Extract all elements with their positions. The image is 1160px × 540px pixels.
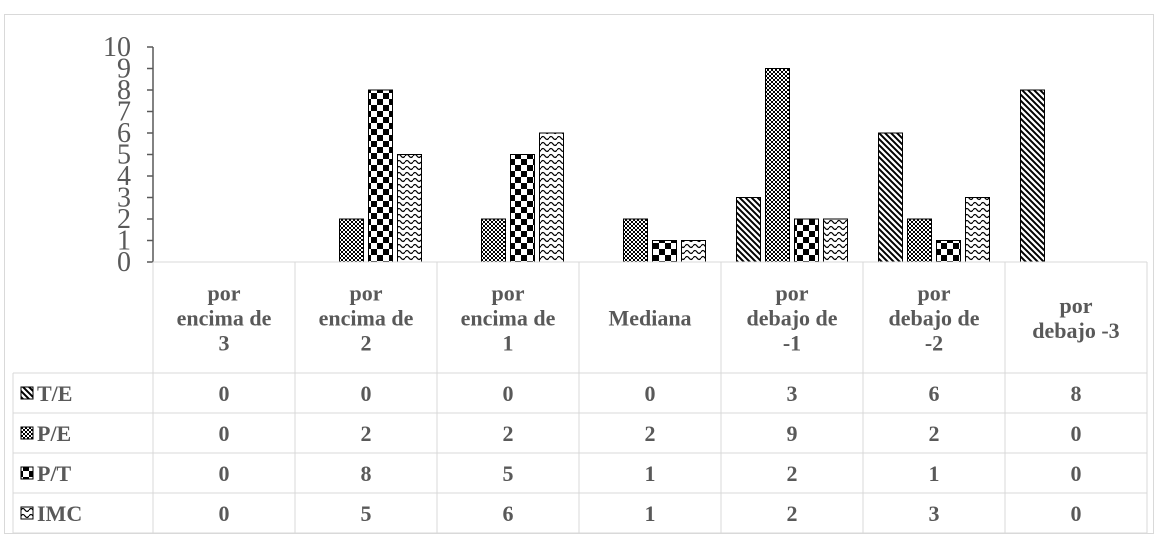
y-tick-label: 10 [103, 32, 131, 63]
bar-layer [339, 68, 1045, 263]
y-tick-label: 2 [117, 204, 131, 235]
legend-key-imc [20, 506, 34, 520]
category-label: por encima de 1 [461, 281, 556, 356]
table-cell-value: 0 [1071, 461, 1082, 486]
y-tick-label: 1 [117, 226, 131, 257]
table-cell-value: 3 [787, 381, 798, 406]
bar-p-e [481, 218, 506, 263]
bar-t-e [736, 197, 761, 263]
series-label: P/T [37, 461, 72, 486]
series-label: IMC [37, 501, 82, 526]
bar-p-t [794, 218, 819, 263]
table-cell-value: 0 [503, 381, 514, 406]
y-tick-label: 0 [117, 247, 131, 278]
category-label: por debajo -3 [1032, 293, 1119, 343]
bar-p-e [339, 218, 364, 263]
y-tick-label: 3 [117, 183, 131, 214]
legend-key-p-e [20, 426, 34, 440]
table-cell-value: 2 [787, 501, 798, 526]
table-cell-value: 1 [645, 461, 656, 486]
bar-p-t [652, 240, 677, 263]
bar-p-t [936, 240, 961, 263]
table-cell-value: 2 [503, 421, 514, 446]
data-table: por encima de 3 por encima de 2 por encima de 1 M… [12, 261, 1148, 533]
bar-p-t [510, 154, 535, 263]
y-tick-label: 6 [117, 118, 131, 149]
table-cell-value: 1 [929, 461, 940, 486]
table-cell-value: 0 [219, 461, 230, 486]
table-cell-value: 5 [503, 461, 514, 486]
table-cell-value: 0 [219, 421, 230, 446]
category-label: por encima de 3 [177, 281, 272, 356]
table-cell-value: 3 [929, 501, 940, 526]
table-cell-value: 0 [1071, 421, 1082, 446]
category-label: por debajo de -1 [746, 281, 837, 356]
bar-t-e [1020, 89, 1045, 263]
table-cell-value: 2 [787, 461, 798, 486]
y-tick-label: 4 [117, 161, 131, 192]
chart-frame: 0 1 2 3 4 5 6 7 8 9 10 por encima de 3 por encima de 2 p… [4, 14, 1154, 534]
category-label: por debajo de -2 [888, 281, 979, 356]
bar-imc [397, 154, 422, 263]
bar-p-e [907, 218, 932, 263]
table-cell-value: 2 [929, 421, 940, 446]
y-tick-label: 8 [117, 75, 131, 106]
table-cell-value: 6 [503, 501, 514, 526]
series-label: T/E [37, 381, 72, 406]
category-label: por encima de 2 [319, 281, 414, 356]
legend-key-t-e [20, 386, 34, 400]
bar-imc [681, 240, 706, 263]
table-cell-value: 9 [787, 421, 798, 446]
table-cell-value: 0 [645, 381, 656, 406]
table-cell-value: 0 [1071, 501, 1082, 526]
y-tick-label: 7 [117, 97, 131, 128]
table-cell-value: 0 [219, 501, 230, 526]
y-tick-label: 5 [117, 140, 131, 171]
bar-p-e [623, 218, 648, 263]
table-cell-value: 0 [219, 381, 230, 406]
series-label: P/E [37, 421, 71, 446]
table-cell-value: 5 [361, 501, 372, 526]
legend-key-p-t [20, 466, 34, 480]
table-cell-value: 2 [645, 421, 656, 446]
table-cell-value: 8 [361, 461, 372, 486]
category-label: Mediana [608, 306, 691, 331]
table-cell-value: 8 [1071, 381, 1082, 406]
bar-p-e [765, 68, 790, 263]
bar-imc [539, 132, 564, 263]
table-cell-value: 0 [361, 381, 372, 406]
bar-p-t [368, 89, 393, 263]
bar-imc [823, 218, 848, 263]
table-cell-value: 1 [645, 501, 656, 526]
y-tick-label: 9 [117, 54, 131, 85]
table-cell-value: 2 [361, 421, 372, 446]
bar-imc [965, 197, 990, 263]
bar-t-e [878, 132, 903, 263]
table-cell-value: 6 [929, 381, 940, 406]
